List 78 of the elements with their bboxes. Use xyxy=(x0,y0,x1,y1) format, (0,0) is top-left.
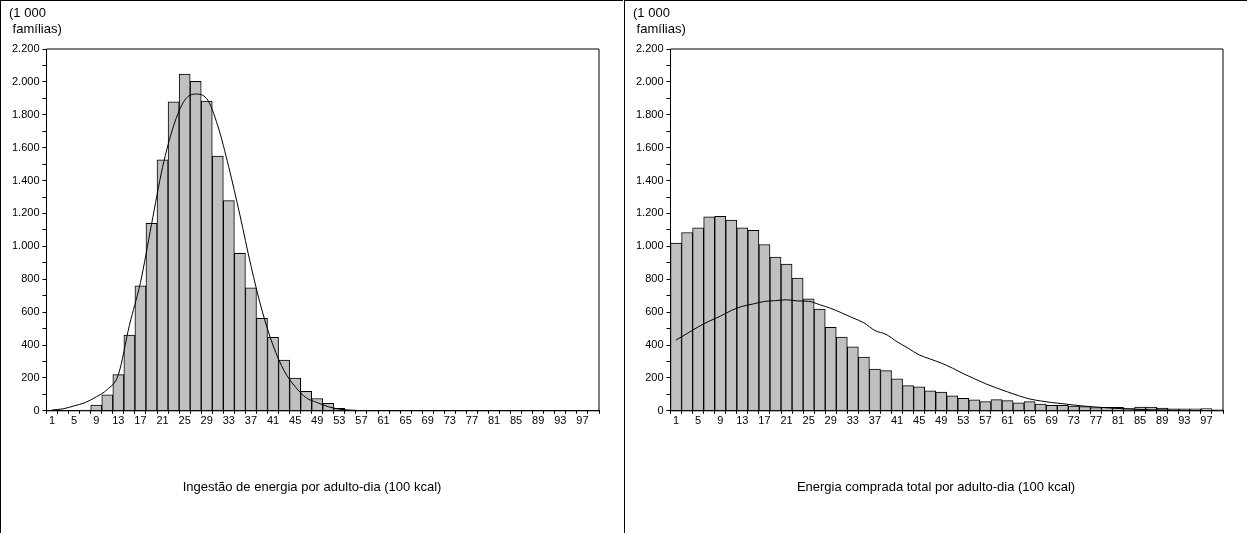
y-tick-label: 1.800 xyxy=(636,107,664,120)
x-tick-label: 53 xyxy=(333,414,346,427)
x-tick-label: 33 xyxy=(222,414,235,427)
x-tick-label: 41 xyxy=(266,414,280,427)
x-tick-label: 85 xyxy=(510,414,523,427)
y-tick-label: 200 xyxy=(21,370,40,383)
y-tick-label: 1.600 xyxy=(636,140,664,153)
y-tick-label: 1.000 xyxy=(636,239,664,252)
x-tick-label: 57 xyxy=(355,414,368,427)
x-tick-label: 37 xyxy=(868,414,882,427)
y-tick-label: 0 xyxy=(657,403,664,416)
y-tick-label: 400 xyxy=(21,338,40,351)
x-axis-title: Ingestão de energia por adulto-dia (100 kcal) xyxy=(181,479,443,494)
x-tick-label: 77 xyxy=(465,414,479,427)
y-tick-label: 800 xyxy=(645,272,664,285)
x-tick-label: 45 xyxy=(913,414,926,427)
x-tick-label: 69 xyxy=(1045,414,1058,427)
x-tick-label: 1 xyxy=(48,414,56,427)
y-tick-label: 400 xyxy=(645,338,664,351)
x-tick-label: 97 xyxy=(576,414,589,427)
x-tick-label: 17 xyxy=(758,414,771,427)
x-tick-label: 9 xyxy=(93,414,100,427)
x-tick-label: 25 xyxy=(802,414,815,427)
x-tick-label: 85 xyxy=(1134,414,1147,427)
x-tick-label: 21 xyxy=(156,414,169,427)
x-tick-label: 81 xyxy=(1111,414,1125,427)
x-tick-label: 77 xyxy=(1089,414,1103,427)
y-tick-label: 1.200 xyxy=(636,206,664,219)
x-axis-title: Energia comprada total por adulto-dia (100 kcal) xyxy=(795,479,1077,494)
y-axis-title: (1 000 famílias) xyxy=(633,5,686,37)
y-tick-label: 0 xyxy=(33,403,40,416)
y-tick-label: 600 xyxy=(645,305,664,318)
x-tick-label: 49 xyxy=(311,414,324,427)
y-tick-label: 600 xyxy=(21,305,40,318)
x-tick-label: 5 xyxy=(71,414,78,427)
x-tick-label: 73 xyxy=(1067,414,1080,427)
y-tick-label: 1.400 xyxy=(12,173,40,186)
x-tick-label: 21 xyxy=(780,414,793,427)
x-tick-label: 65 xyxy=(1023,414,1036,427)
x-tick-label: 73 xyxy=(443,414,456,427)
x-tick-label: 49 xyxy=(935,414,948,427)
x-tick-label: 13 xyxy=(736,414,749,427)
x-tick-label: 29 xyxy=(200,414,213,427)
y-tick-label: 800 xyxy=(21,272,40,285)
x-tick-label: 81 xyxy=(487,414,501,427)
y-axis-title: (1 000 famílias) xyxy=(9,5,62,37)
x-tick-label: 69 xyxy=(421,414,434,427)
x-tick-label: 1 xyxy=(672,414,680,427)
y-tick-label: 1.800 xyxy=(12,107,40,120)
x-tick-label: 5 xyxy=(695,414,702,427)
x-tick-label: 37 xyxy=(244,414,258,427)
x-tick-label: 25 xyxy=(178,414,191,427)
x-tick-label: 97 xyxy=(1200,414,1213,427)
x-tick-label: 65 xyxy=(399,414,412,427)
x-tick-label: 61 xyxy=(1001,414,1014,427)
x-tick-label: 57 xyxy=(979,414,992,427)
y-tick-label: 2.000 xyxy=(12,74,40,87)
y-tick-label: 2.200 xyxy=(12,42,40,55)
y-tick-label: 2.200 xyxy=(636,42,664,55)
x-tick-label: 45 xyxy=(289,414,302,427)
x-tick-label: 29 xyxy=(824,414,837,427)
x-tick-label: 13 xyxy=(112,414,125,427)
y-tick-label: 1.200 xyxy=(12,206,40,219)
x-tick-label: 93 xyxy=(1178,414,1191,427)
x-tick-label: 17 xyxy=(134,414,147,427)
x-tick-label: 33 xyxy=(846,414,859,427)
x-tick-label: 53 xyxy=(957,414,970,427)
y-tick-label: 1.600 xyxy=(12,140,40,153)
y-tick-label: 2.000 xyxy=(636,74,664,87)
y-tick-label: 1.000 xyxy=(12,239,40,252)
y-tick-label: 200 xyxy=(645,370,664,383)
x-tick-label: 93 xyxy=(554,414,567,427)
x-tick-label: 61 xyxy=(377,414,390,427)
x-tick-label: 41 xyxy=(890,414,904,427)
x-tick-label: 89 xyxy=(532,414,545,427)
x-tick-label: 89 xyxy=(1156,414,1169,427)
x-tick-label: 9 xyxy=(717,414,724,427)
y-tick-label: 1.400 xyxy=(636,173,664,186)
